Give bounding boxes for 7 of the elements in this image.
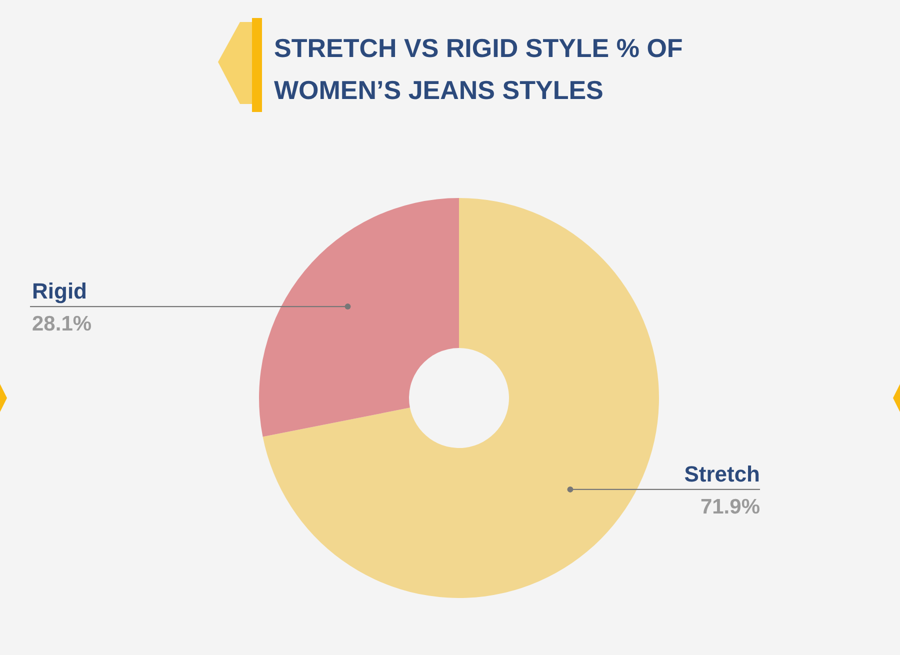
data-label: 28.1% [32,312,92,336]
slice-label: Stretch [684,461,760,486]
data-label: 71.9% [700,495,760,518]
slice-label: Rigid [32,278,87,304]
donut-slice [259,198,459,437]
donut-slice [262,198,659,598]
chart-title: STRETCH VS RIGID STYLE % OF WOMEN’S JEANS STYLES [274,33,683,105]
